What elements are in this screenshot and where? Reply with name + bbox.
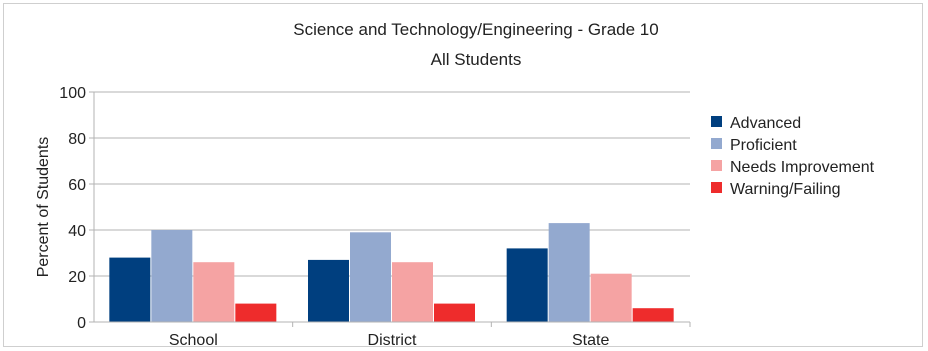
- chart-title: Science and Technology/Engineering - Gra…: [293, 20, 658, 39]
- legend-swatch: [711, 182, 722, 193]
- legend-swatch: [711, 116, 722, 127]
- bar-district-proficient: [350, 232, 391, 322]
- x-tick-label: School: [169, 332, 218, 349]
- y-tick-label: 100: [59, 85, 86, 102]
- legend: Advanced Proficient Needs Improvement Warni…: [711, 115, 875, 198]
- x-tick-label: District: [368, 332, 417, 349]
- bar-school-proficient: [151, 230, 193, 322]
- bar-state-advanced: [506, 248, 548, 322]
- y-tick-label: 80: [68, 131, 86, 148]
- bar-district-advanced: [308, 259, 349, 322]
- chart-subtitle: All Students: [431, 50, 522, 69]
- x-tick-label: State: [572, 332, 609, 349]
- legend-swatch: [711, 138, 722, 149]
- bar-school-needs-improvement: [193, 262, 235, 322]
- bars: [109, 223, 674, 322]
- y-tick-label: 0: [77, 315, 86, 332]
- y-tick-label: 20: [68, 269, 86, 286]
- bar-school-advanced: [109, 257, 151, 322]
- bar-district-warning-failing: [434, 303, 475, 322]
- legend-label: Advanced: [730, 115, 801, 132]
- bar-school-warning-failing: [235, 303, 277, 322]
- legend-label: Needs Improvement: [730, 159, 875, 176]
- axes: 0 20 40 60 80 100 School District State: [59, 85, 691, 349]
- legend-swatch: [711, 160, 722, 171]
- y-tick-label: 60: [68, 177, 86, 194]
- bar-state-proficient: [548, 223, 590, 322]
- legend-label: Proficient: [730, 137, 797, 154]
- bar-state-warning-failing: [632, 308, 674, 322]
- bar-district-needs-improvement: [392, 262, 433, 322]
- y-tick-label: 40: [68, 223, 86, 240]
- y-axis-label: Percent of Students: [35, 137, 52, 278]
- bar-state-needs-improvement: [590, 273, 632, 322]
- legend-label: Warning/Failing: [730, 181, 841, 198]
